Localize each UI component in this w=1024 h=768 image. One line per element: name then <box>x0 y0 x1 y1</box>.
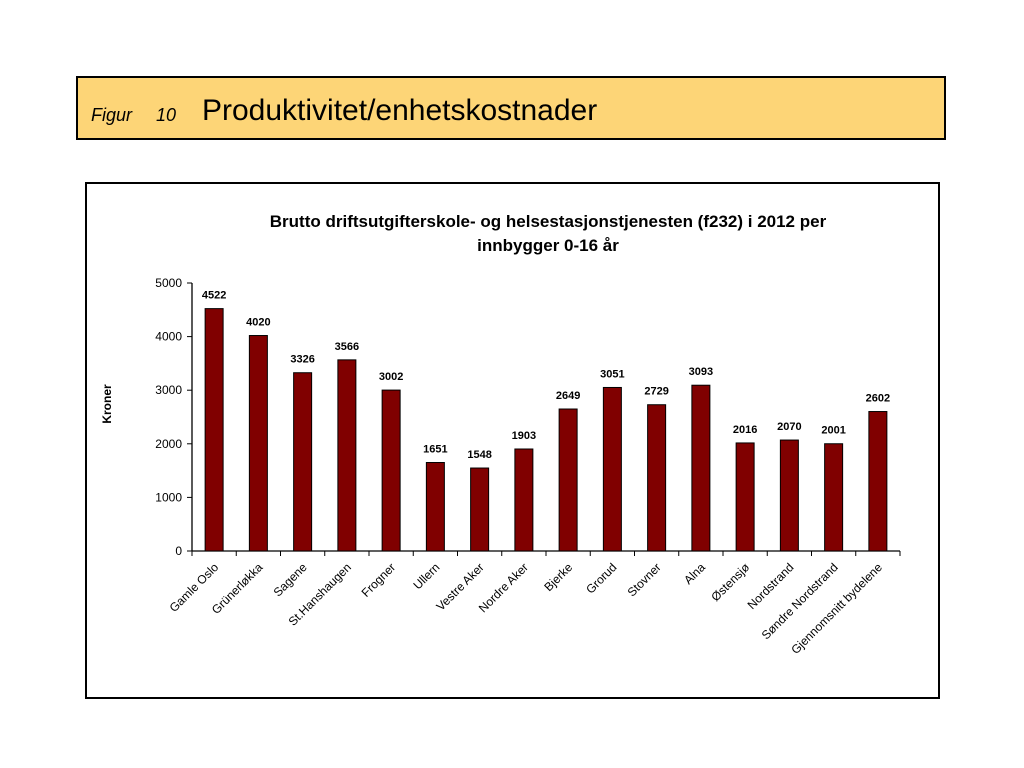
x-tick-label: Sagene <box>271 560 310 599</box>
bar <box>204 308 224 552</box>
y-tick-label: 1000 <box>155 490 182 504</box>
x-tick-label: Østensjø <box>708 560 752 604</box>
data-label: 2001 <box>821 425 845 437</box>
y-tick-label: 0 <box>175 544 182 558</box>
data-label: 1903 <box>512 430 536 442</box>
bar <box>779 439 799 552</box>
data-label: 3051 <box>600 368 624 380</box>
x-tick-label: Søndre Nordstrand <box>759 560 841 642</box>
y-tick-label: 5000 <box>155 276 182 290</box>
bar <box>425 462 445 552</box>
chart-title-line: innbygger 0-16 år <box>477 236 619 255</box>
bar <box>602 386 622 552</box>
data-label: 4020 <box>246 317 270 329</box>
x-tick-label: Gjennomsnitt bydelene <box>788 560 885 657</box>
y-tick-label: 2000 <box>155 437 182 451</box>
data-label: 1548 <box>467 449 491 461</box>
bar <box>337 359 357 552</box>
y-tick-label: 4000 <box>155 330 182 344</box>
bar <box>558 408 578 552</box>
data-label: 2070 <box>777 421 801 433</box>
y-tick-label: 3000 <box>155 383 182 397</box>
data-label: 3002 <box>379 371 403 383</box>
bar <box>735 442 755 552</box>
data-label: 2602 <box>866 393 890 405</box>
x-tick-label: Alna <box>681 560 708 587</box>
figure-header: Figur 10 Produktivitet/enhetskostnader <box>76 76 946 140</box>
bar <box>691 384 711 552</box>
x-tick-label: Grorud <box>583 560 619 596</box>
x-tick-label: Frogner <box>359 560 399 600</box>
data-label: 3093 <box>689 366 713 378</box>
x-tick-label: Ullern <box>410 560 442 592</box>
y-axis-label: Kroner <box>100 384 114 424</box>
x-tick-label: Bjerke <box>541 560 575 594</box>
page-title: Produktivitet/enhetskostnader <box>202 94 598 127</box>
data-label: 1651 <box>423 444 447 456</box>
data-label: 2649 <box>556 390 580 402</box>
bar <box>381 389 401 552</box>
figure-number: 10 <box>156 105 177 125</box>
figure-label: Figur <box>91 105 133 125</box>
bar <box>514 448 534 552</box>
bar <box>868 411 888 552</box>
bar <box>647 404 667 552</box>
bar <box>470 467 490 552</box>
data-label: 4522 <box>202 290 226 302</box>
x-tick-label: Stovner <box>625 560 664 599</box>
data-label: 3326 <box>290 354 314 366</box>
bar <box>824 443 844 552</box>
bar <box>248 335 268 552</box>
chart-title-line: Brutto driftsutgifterskole- og helsestas… <box>270 212 827 231</box>
data-label: 3566 <box>335 341 359 353</box>
data-label: 2016 <box>733 424 757 436</box>
bar <box>293 372 313 552</box>
data-label: 2729 <box>644 386 668 398</box>
